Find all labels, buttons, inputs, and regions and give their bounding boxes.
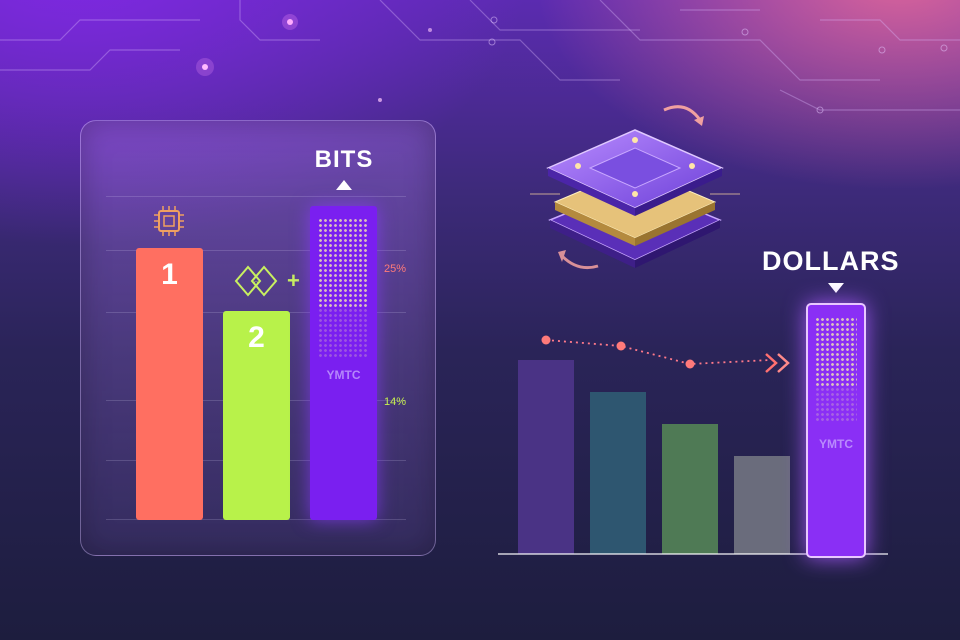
plus-sign: + <box>287 268 300 293</box>
trend-point <box>541 335 551 345</box>
caret-down-icon <box>828 283 844 293</box>
dollars-bar-4 <box>734 456 790 554</box>
trend-point <box>616 341 626 351</box>
bits-label: BITS <box>314 146 374 173</box>
rotate-arrow-icon <box>558 250 599 270</box>
linked-diamonds-icon: ‹› <box>234 265 278 297</box>
memory-cells-faded <box>318 308 368 358</box>
memory-cells <box>318 218 368 308</box>
pct-high-label: 25% <box>384 263 407 275</box>
caret-up-icon <box>336 180 352 190</box>
dollars-bar-ymtc: YMTC <box>806 303 866 558</box>
ymtc-bar-label: YMTC <box>326 368 361 382</box>
chip-icon <box>154 206 184 236</box>
dollars-bar-1 <box>518 360 574 554</box>
bits-bar-1: 1 <box>136 248 203 520</box>
grid-line <box>106 196 406 197</box>
trend-point <box>685 359 695 369</box>
rotate-arrow-icon <box>663 105 704 126</box>
grid-line <box>106 250 406 251</box>
dollars-bar-2 <box>590 392 646 554</box>
stacked-chip-icon <box>530 129 740 268</box>
pct-low-label: 14% <box>384 396 407 408</box>
svg-text:‹›: ‹› <box>253 278 259 287</box>
double-chevron-icon <box>765 353 790 373</box>
dollars-bar-3 <box>662 424 718 554</box>
trend-line <box>545 339 771 365</box>
bits-bar-2: 2 <box>223 311 290 520</box>
ymtc-bar-label: YMTC <box>819 437 853 451</box>
bits-bar-ymtc: YMTC <box>310 206 377 520</box>
bar-1-label: 1 <box>161 258 178 291</box>
dollars-label: DOLLARS <box>762 246 900 276</box>
bar-2-label: 2 <box>248 321 265 354</box>
memory-cells-faded <box>815 387 857 423</box>
memory-cells <box>815 317 857 387</box>
